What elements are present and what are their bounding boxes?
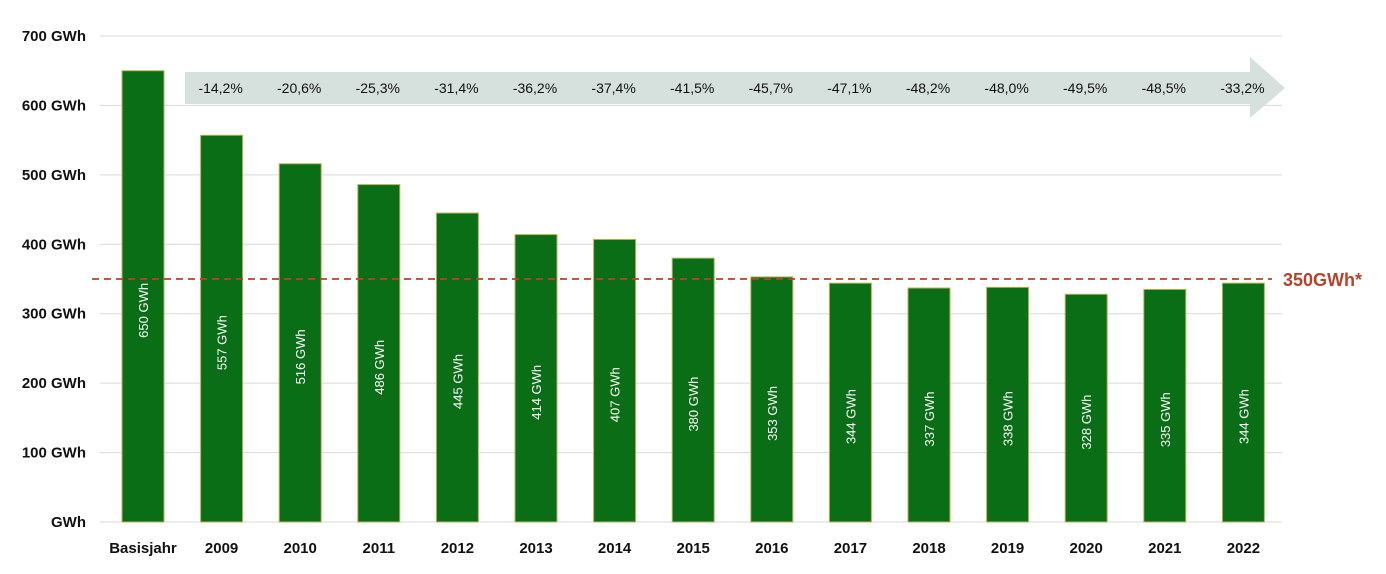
bar-data-label: 516 GWh (293, 329, 308, 384)
bar-data-label: 328 GWh (1079, 395, 1094, 450)
category-label: 2019 (991, 540, 1024, 557)
change-percent-label: -49,5% (1063, 80, 1107, 96)
bar-data-label: 445 GWh (450, 354, 465, 409)
change-percent-label: -45,7% (749, 80, 793, 96)
y-tick-label: 700 GWh (22, 28, 86, 45)
category-label: 2021 (1148, 540, 1181, 557)
category-label: Basisjahr (109, 540, 177, 557)
bar-data-label: 338 GWh (1001, 391, 1016, 446)
y-tick-label: 300 GWh (22, 306, 86, 323)
y-tick-label: 100 GWh (22, 445, 86, 462)
category-label: 2022 (1227, 540, 1260, 557)
category-label: 2014 (598, 540, 632, 557)
bar (828, 282, 872, 523)
bars (121, 70, 1265, 523)
bar (435, 212, 479, 523)
change-percent-label: -20,6% (277, 80, 321, 96)
bar (357, 184, 401, 523)
bar-data-label: 414 GWh (529, 365, 544, 420)
y-tick-label: 400 GWh (22, 236, 86, 253)
bar-data-label: 335 GWh (1158, 392, 1173, 447)
bar (1221, 282, 1265, 523)
change-percent-label: -37,4% (591, 80, 635, 96)
change-arrow-shape (185, 57, 1285, 118)
y-tick-label: 600 GWh (22, 97, 86, 114)
y-tick-label: 500 GWh (22, 167, 86, 184)
bar (986, 286, 1030, 523)
change-percent-label: -48,5% (1142, 80, 1186, 96)
category-label: 2012 (441, 540, 474, 557)
category-label: 2009 (205, 540, 238, 557)
change-percent-label: -41,5% (670, 80, 714, 96)
change-percent-label: -31,4% (434, 80, 478, 96)
change-percent-label: -14,2% (198, 80, 242, 96)
bar (593, 238, 637, 523)
bar-data-label: 486 GWh (372, 340, 387, 395)
reference-line-label: 350GWh* (1283, 270, 1362, 290)
bar-data-label: 344 GWh (843, 389, 858, 444)
bar-data-label: 337 GWh (922, 392, 937, 447)
change-percent-label: -48,0% (984, 80, 1028, 96)
bar-data-label: 344 GWh (1236, 389, 1251, 444)
category-label: 2017 (834, 540, 867, 557)
bar (278, 163, 322, 523)
category-label: 2010 (284, 540, 317, 557)
category-label: 2018 (912, 540, 945, 557)
bar-data-label: 650 GWh (136, 283, 151, 338)
category-label: 2016 (755, 540, 788, 557)
category-label: 2013 (519, 540, 552, 557)
y-tick-label: 200 GWh (22, 375, 86, 392)
bar (671, 257, 715, 523)
category-label: 2020 (1070, 540, 1103, 557)
bar (514, 234, 558, 523)
change-percent-label: -33,2% (1220, 80, 1264, 96)
bar-data-label: 353 GWh (765, 386, 780, 441)
category-label: 2015 (677, 540, 710, 557)
bar-data-label: 407 GWh (608, 367, 623, 422)
change-percent-label: -25,3% (356, 80, 400, 96)
change-percent-label: -36,2% (513, 80, 557, 96)
bar-data-label: 380 GWh (686, 377, 701, 432)
change-percent-label: -47,1% (827, 80, 871, 96)
labels: GWh 100 GWh 200 GWh 300 GWh 400 GWh 500 GWh 60… (22, 28, 1362, 557)
category-label: 2011 (363, 540, 396, 557)
change-percent-label: -48,2% (906, 80, 950, 96)
bar (200, 134, 244, 523)
bar (1064, 293, 1108, 523)
bar (121, 70, 165, 523)
bar (750, 276, 794, 523)
change-arrow (185, 57, 1285, 118)
bar (1143, 288, 1187, 523)
y-tick-label: GWh (51, 514, 86, 531)
bar (907, 287, 951, 523)
bar-data-label: 557 GWh (215, 315, 230, 370)
